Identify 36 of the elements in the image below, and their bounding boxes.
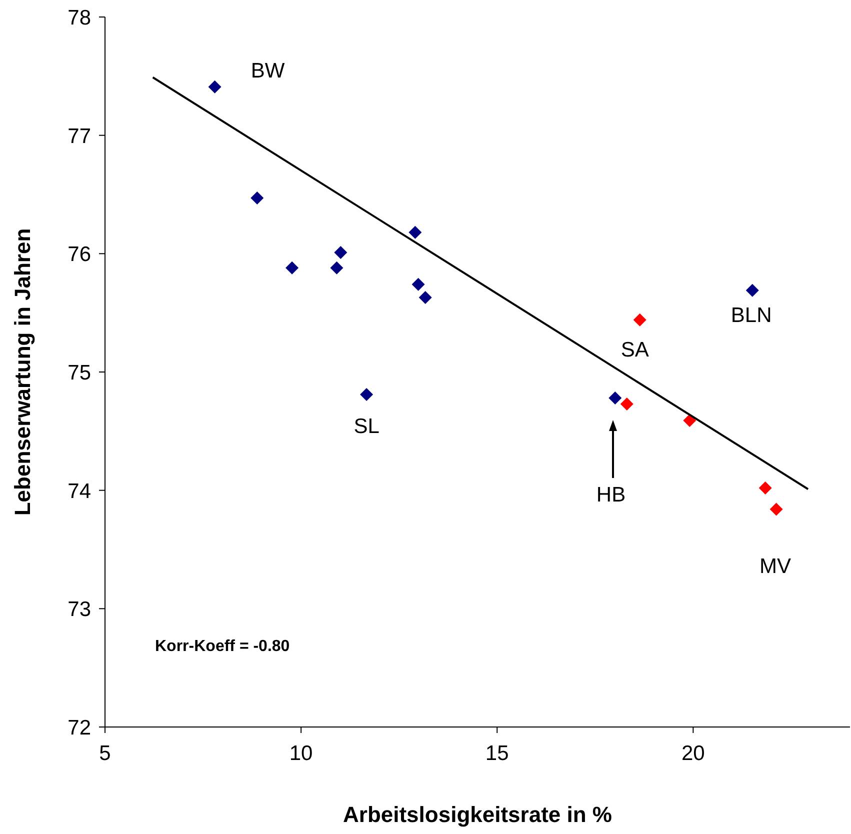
annotation: MV — [760, 554, 792, 578]
annotation: Korr-Koeff = -0.80 — [155, 638, 290, 655]
x-tick-label: 10 — [289, 742, 313, 765]
point — [608, 392, 622, 405]
point — [412, 278, 425, 291]
point — [360, 388, 374, 401]
point — [418, 290, 432, 304]
point — [408, 226, 422, 239]
y-tick-label: 74 — [68, 480, 92, 503]
point — [683, 414, 696, 428]
annotation: SA — [620, 338, 649, 362]
point — [208, 80, 222, 94]
point — [334, 246, 348, 259]
x-tick-label: 20 — [681, 742, 705, 765]
y-tick-label: 78 — [68, 6, 91, 30]
y-axis-title: Lebenserwartung in Jahren — [10, 228, 35, 516]
x-tick-label: 15 — [485, 742, 509, 765]
x-tick-label: 5 — [99, 742, 111, 765]
y-tick-label: 72 — [68, 716, 91, 740]
annotation: HB — [596, 484, 626, 506]
y-tick-label: 76 — [68, 243, 91, 266]
y-tick-label: 77 — [68, 124, 91, 148]
x-axis-title: Arbeitslosigkeitsrate in % — [343, 802, 612, 827]
point — [758, 481, 772, 494]
point — [770, 502, 783, 516]
point — [330, 261, 344, 274]
point — [620, 397, 634, 410]
annotation: SL — [354, 415, 380, 438]
y-tick-label: 75 — [68, 361, 91, 384]
annotation: BLN — [730, 304, 772, 327]
point — [633, 313, 646, 326]
point — [286, 261, 299, 274]
annotation: BW — [250, 59, 285, 82]
point — [250, 192, 264, 205]
y-tick-label: 73 — [68, 598, 91, 622]
point — [746, 284, 759, 297]
